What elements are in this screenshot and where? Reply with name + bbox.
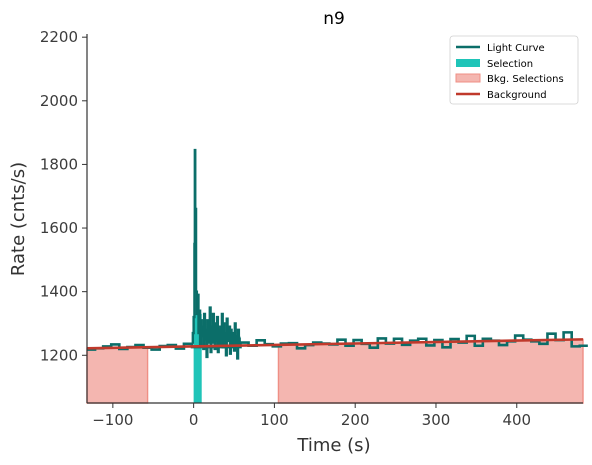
selection-region [193,313,202,403]
legend-frame [449,35,579,105]
x-axis-label: Time (s) [296,435,370,456]
legend-selection-swatch [456,59,480,67]
light-curve-series [87,148,588,360]
y-tick-label: 2000 [40,92,78,110]
background-fit-series [86,338,584,350]
plot-area [86,148,588,404]
y-tick-label: 1200 [40,346,78,364]
x-tick-label: −100 [92,411,133,429]
background-fit-line [86,338,584,350]
x-axis-ticks: −100 0 100 200 300 400 [92,403,531,429]
y-tick-label: 1400 [40,283,78,301]
legend: Light Curve Selection Bkg. Selections Ba… [449,35,579,105]
legend-light-curve-label: Light Curve [487,43,545,54]
x-tick-label: 0 [189,411,199,429]
x-tick-label: 400 [502,411,531,429]
bkg-selection-region-1 [277,338,584,404]
chart-title: n9 [323,9,345,29]
legend-bkg-selections-swatch [455,73,481,83]
y-tick-label: 1800 [40,155,78,173]
bkg-selection-region-0 [86,346,149,404]
axes: −100 0 100 200 300 400 1200 1400 1600 1800 2000 22… [40,28,583,429]
x-tick-label: 300 [422,411,451,429]
y-axis-ticks: 1200 1400 1600 1800 2000 2200 [40,28,87,364]
legend-background-label: Background [487,90,547,101]
y-tick-label: 2200 [40,28,78,46]
x-tick-label: 200 [341,411,370,429]
y-axis-label: Rate (cnts/s) [8,162,29,276]
selection-fill [193,313,202,403]
light-curve-fine-line [191,148,241,360]
y-tick-label: 1600 [40,219,78,237]
legend-selection-label: Selection [487,59,533,70]
bkg-selection-regions [86,338,584,404]
x-tick-label: 100 [260,411,289,429]
legend-bkg-selections-label: Bkg. Selections [487,74,564,85]
